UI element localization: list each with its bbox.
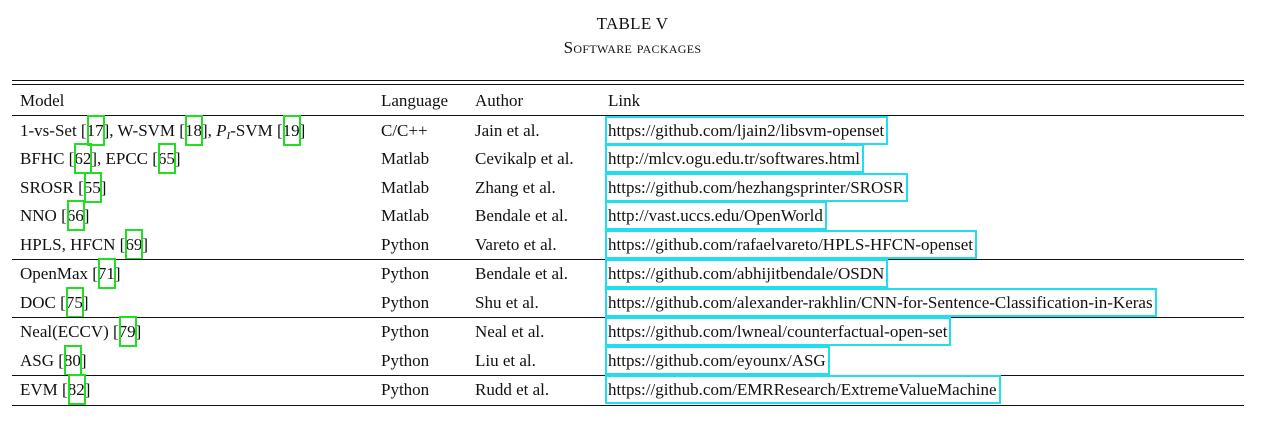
table-number: TABLE V	[596, 14, 669, 33]
header-link: Link	[608, 91, 641, 110]
row-7-author: Shu et al.	[475, 293, 539, 312]
row-2-link[interactable]: http://mlcv.ogu.edu.tr/softwares.html	[608, 149, 860, 168]
table-title: Software packages	[563, 38, 702, 57]
bottom-rule	[12, 405, 1244, 406]
header-author: Author	[475, 91, 524, 110]
row-10-author: Rudd et al.	[475, 380, 550, 399]
row-8-link[interactable]: https://github.com/lwneal/counterfactual…	[608, 322, 948, 341]
row-6-link-cell: https://github.com/abhijitbendale/OSDN	[605, 259, 889, 288]
citation-ref[interactable]: 18	[184, 115, 203, 146]
row-2-model: BFHC [62], EPCC [65]	[20, 143, 181, 174]
row-5-language: Python	[381, 235, 430, 254]
group-rule-1	[12, 259, 1244, 260]
citation-ref[interactable]: 17	[86, 115, 105, 146]
row-3-language: Matlab	[381, 178, 430, 197]
citation-ref[interactable]: 65	[157, 143, 176, 174]
row-2-author: Cevikalp et al.	[475, 149, 574, 168]
row-5-link-cell: https://github.com/rafaelvareto/HPLS-HFC…	[605, 230, 977, 259]
row-9-link[interactable]: https://github.com/eyounx/ASG	[608, 351, 826, 370]
citation-ref[interactable]: 80	[63, 345, 82, 376]
row-1-model: 1-vs-Set [17], W-SVM [18], PI-SVM [19]	[20, 115, 305, 146]
row-6-link[interactable]: https://github.com/abhijitbendale/OSDN	[608, 264, 885, 283]
row-9-link-cell: https://github.com/eyounx/ASG	[605, 346, 830, 375]
row-5-model: HPLS, HFCN [69]	[20, 229, 148, 260]
row-1-link-cell: https://github.com/ljain2/libsvm-openset	[605, 116, 889, 145]
row-6-language: Python	[381, 264, 430, 283]
citation-ref[interactable]: 62	[74, 143, 93, 174]
row-4-language: Matlab	[381, 206, 430, 225]
row-4-model: NNO [66]	[20, 200, 89, 231]
row-9-model: ASG [80]	[20, 345, 87, 376]
row-8-link-cell: https://github.com/lwneal/counterfactual…	[605, 317, 952, 346]
row-5-author: Vareto et al.	[475, 235, 557, 254]
row-4-link-cell: http://vast.uccs.edu/OpenWorld	[605, 201, 827, 230]
citation-ref[interactable]: 75	[65, 287, 84, 318]
row-1-link[interactable]: https://github.com/ljain2/libsvm-openset	[608, 121, 885, 140]
row-1-language: C/C++	[381, 121, 428, 140]
row-4-author: Bendale et al.	[475, 206, 568, 225]
row-6-model: OpenMax [71]	[20, 258, 121, 289]
row-5-link[interactable]: https://github.com/rafaelvareto/HPLS-HFC…	[608, 235, 973, 254]
row-7-language: Python	[381, 293, 430, 312]
row-7-link-cell: https://github.com/alexander-rakhlin/CNN…	[605, 288, 1157, 317]
citation-ref[interactable]: 66	[66, 200, 85, 231]
citation-ref[interactable]: 82	[67, 374, 86, 405]
citation-ref[interactable]: 71	[97, 258, 116, 289]
row-3-model: SROSR [55]	[20, 172, 106, 203]
header-model: Model	[20, 91, 65, 110]
row-10-language: Python	[381, 380, 430, 399]
top-rule-2	[12, 84, 1244, 85]
row-7-model: DOC [75]	[20, 287, 88, 318]
row-8-language: Python	[381, 322, 430, 341]
citation-ref[interactable]: 69	[125, 229, 144, 260]
group-rule-2	[12, 317, 1244, 318]
row-8-author: Neal et al.	[475, 322, 545, 341]
row-9-author: Liu et al.	[475, 351, 536, 370]
row-8-model: Neal(ECCV) [79]	[20, 316, 141, 347]
row-1-author: Jain et al.	[475, 121, 540, 140]
header-rule	[12, 115, 1244, 116]
row-2-link-cell: http://mlcv.ogu.edu.tr/softwares.html	[605, 144, 864, 173]
row-10-link[interactable]: https://github.com/EMRResearch/ExtremeVa…	[608, 380, 997, 399]
top-rule-1	[12, 80, 1244, 81]
citation-ref[interactable]: 55	[83, 172, 102, 203]
row-2-language: Matlab	[381, 149, 430, 168]
row-3-author: Zhang et al.	[475, 178, 556, 197]
row-7-link[interactable]: https://github.com/alexander-rakhlin/CNN…	[608, 293, 1153, 312]
row-3-link-cell: https://github.com/hezhangsprinter/SROSR	[605, 173, 909, 202]
row-9-language: Python	[381, 351, 430, 370]
header-language: Language	[381, 91, 449, 110]
citation-ref[interactable]: 79	[118, 316, 137, 347]
row-10-link-cell: https://github.com/EMRResearch/ExtremeVa…	[605, 375, 1001, 404]
row-10-model: EVM [82]	[20, 374, 90, 405]
group-rule-3	[12, 375, 1244, 376]
row-3-link[interactable]: https://github.com/hezhangsprinter/SROSR	[608, 178, 905, 197]
row-4-link[interactable]: http://vast.uccs.edu/OpenWorld	[608, 206, 823, 225]
row-6-author: Bendale et al.	[475, 264, 568, 283]
citation-ref[interactable]: 19	[282, 115, 301, 146]
